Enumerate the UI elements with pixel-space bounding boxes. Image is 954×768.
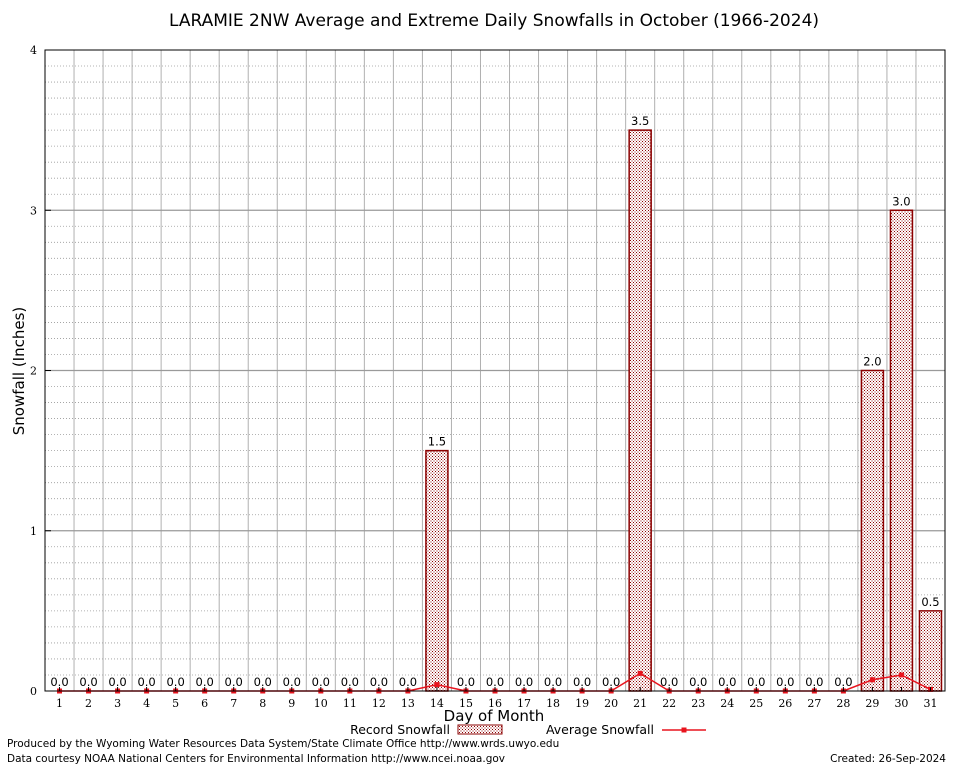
x-tick-label-16: 16: [488, 697, 502, 710]
x-tick-label-2: 2: [85, 697, 92, 710]
data-label-day-7: 0.0: [225, 675, 243, 689]
data-label-day-11: 0.0: [341, 675, 359, 689]
average-point-day-30: [898, 672, 904, 678]
data-label-day-1: 0.0: [50, 675, 68, 689]
data-label-day-2: 0.0: [79, 675, 97, 689]
data-label-day-5: 0.0: [166, 675, 184, 689]
average-point-day-29: [869, 677, 875, 683]
x-tick-label-9: 9: [288, 697, 295, 710]
y-tick-label-0: 0: [30, 685, 37, 698]
data-label-day-9: 0.0: [283, 675, 301, 689]
record-bar-day-21: [628, 129, 652, 692]
x-tick-label-22: 22: [662, 697, 676, 710]
x-tick-label-27: 27: [807, 697, 821, 710]
legend-average-label: Average Snowfall: [546, 722, 654, 737]
legend-record-label: Record Snowfall: [350, 722, 450, 737]
data-label-day-27: 0.0: [805, 675, 823, 689]
data-labels: 0.0 0.0 0.0 0.0 0.0 0.0 0.0 0.0 0.0 0.0 0.0 0.0 0.0 1…: [50, 114, 939, 689]
x-tick-label-12: 12: [372, 697, 386, 710]
data-label-day-3: 0.0: [108, 675, 126, 689]
data-label-day-13: 0.0: [399, 675, 417, 689]
data-label-day-15: 0.0: [457, 675, 475, 689]
y-tick-label-1: 1: [30, 525, 37, 538]
record-bar-day-29: [860, 369, 885, 692]
data-label-day-20: 0.0: [602, 675, 620, 689]
data-label-day-12: 0.0: [370, 675, 388, 689]
record-bars: [425, 129, 943, 692]
x-tick-label-24: 24: [720, 697, 734, 710]
x-tick-label-23: 23: [691, 697, 705, 710]
legend-average-marker: [681, 727, 687, 733]
x-tick-label-14: 14: [430, 697, 444, 710]
footer-produced-by: Produced by the Wyoming Water Resources …: [7, 738, 560, 750]
x-tick-labels: 1 2 3 4 5 6 7 8 9 10 11 12 13 14 15 16 17 18 19 20 21 22 23 24 2…: [56, 687, 937, 710]
x-tick-label-11: 11: [343, 697, 357, 710]
x-tick-label-30: 30: [894, 697, 908, 710]
x-tick-label-25: 25: [749, 697, 763, 710]
data-label-day-8: 0.0: [254, 675, 272, 689]
legend: Record Snowfall Average Snowfall: [350, 722, 706, 737]
x-tick-label-19: 19: [575, 697, 589, 710]
x-tick-label-29: 29: [865, 697, 879, 710]
x-tick-label-13: 13: [401, 697, 415, 710]
x-tick-label-4: 4: [143, 697, 150, 710]
data-label-day-18: 0.0: [544, 675, 562, 689]
x-tick-label-6: 6: [201, 697, 208, 710]
x-tick-label-28: 28: [836, 697, 850, 710]
data-label-day-16: 0.0: [486, 675, 504, 689]
data-label-day-30: 3.0: [892, 194, 910, 208]
y-axis-label: Snowfall (Inches): [10, 307, 28, 435]
x-tick-label-10: 10: [314, 697, 328, 710]
data-label-day-6: 0.0: [196, 675, 214, 689]
record-bar-day-30: [889, 209, 914, 692]
average-point-day-21: [637, 670, 643, 676]
data-label-day-29: 2.0: [863, 355, 881, 369]
data-label-day-31: 0.5: [921, 595, 939, 609]
y-tick-label-2: 2: [30, 365, 37, 378]
x-tick-label-5: 5: [172, 697, 179, 710]
data-label-day-10: 0.0: [312, 675, 330, 689]
x-tick-label-17: 17: [517, 697, 531, 710]
x-axis-label: Day of Month: [444, 707, 545, 725]
data-label-day-24: 0.0: [718, 675, 736, 689]
x-tick-label-3: 3: [114, 697, 121, 710]
record-bar-day-31: [918, 610, 943, 692]
x-tick-label-21: 21: [633, 697, 647, 710]
x-tick-label-26: 26: [778, 697, 792, 710]
x-tick-label-31: 31: [923, 697, 937, 710]
y-tick-labels: 0 1 2 3 4: [30, 44, 51, 698]
data-label-day-22: 0.0: [660, 675, 678, 689]
x-tick-label-8: 8: [259, 697, 266, 710]
y-tick-label-4: 4: [30, 44, 37, 57]
average-point-day-14: [434, 682, 440, 688]
data-label-day-23: 0.0: [689, 675, 707, 689]
data-label-day-17: 0.0: [515, 675, 533, 689]
data-label-day-26: 0.0: [776, 675, 794, 689]
chart-title: LARAMIE 2NW Average and Extreme Daily Sn…: [169, 11, 819, 31]
data-label-day-14: 1.5: [428, 435, 446, 449]
data-label-day-4: 0.0: [137, 675, 155, 689]
x-tick-label-7: 7: [230, 697, 237, 710]
x-tick-label-15: 15: [459, 697, 473, 710]
grid-lines: [45, 50, 945, 691]
x-tick-label-20: 20: [604, 697, 618, 710]
data-label-day-21: 3.5: [631, 114, 649, 128]
record-bar-day-14: [425, 449, 449, 692]
footer-created-date: Created: 26-Sep-2024: [830, 753, 946, 765]
data-label-day-28: 0.0: [834, 675, 852, 689]
data-label-day-19: 0.0: [573, 675, 591, 689]
y-tick-label-3: 3: [30, 204, 37, 217]
legend-record-swatch: [457, 724, 503, 735]
x-tick-label-1: 1: [56, 697, 63, 710]
footer-data-courtesy: Data courtesy NOAA National Centers for …: [7, 753, 506, 765]
x-tick-label-18: 18: [546, 697, 560, 710]
data-label-day-25: 0.0: [747, 675, 765, 689]
